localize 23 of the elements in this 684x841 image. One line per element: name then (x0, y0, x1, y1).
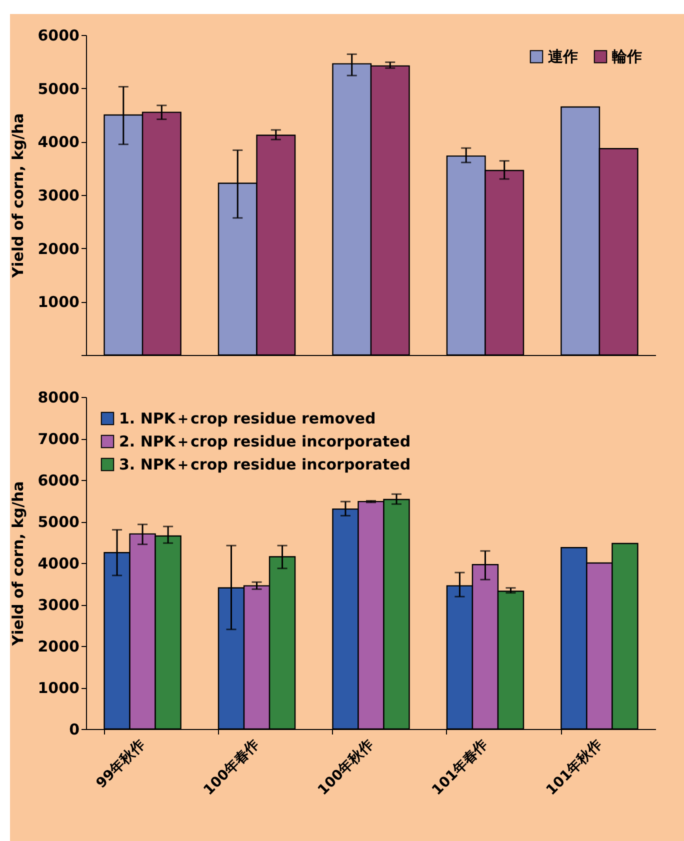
y-tick-label: 6000 (38, 26, 80, 44)
y-axis-title: Yield of corn, kg/ha (8, 481, 27, 647)
y-tick-label: 7000 (38, 430, 80, 448)
y-tick-label: 2000 (38, 240, 80, 258)
y-tick-label: 4000 (38, 133, 80, 152)
y-axis-title: Yield of corn, kg/ha (8, 113, 27, 279)
y-tick-label: 6000 (38, 472, 80, 490)
y-tick-label: 4000 (38, 554, 80, 572)
legend-label: 輪作 (611, 48, 642, 66)
y-tick-label: 0 (69, 720, 80, 738)
legend-label: 2. NPK＋crop residue incorporated (119, 432, 411, 450)
y-tick-label: 1000 (38, 679, 80, 697)
legend-label: 連作 (547, 48, 578, 66)
x-tick-label: 99年秋作 (93, 736, 148, 792)
legend-label: 3. NPK＋crop residue incorporated (119, 456, 411, 474)
y-tick-label: 8000 (38, 388, 80, 406)
y-tick-label: 3000 (38, 186, 80, 204)
legend-label: 1. NPK＋crop residue removed (119, 410, 376, 428)
y-tick-label: 2000 (38, 638, 80, 656)
y-tick-label: 1000 (38, 293, 80, 312)
y-tick-label: 5000 (38, 80, 80, 98)
y-tick-label: 5000 (38, 513, 80, 531)
y-tick-label: 3000 (38, 596, 80, 614)
